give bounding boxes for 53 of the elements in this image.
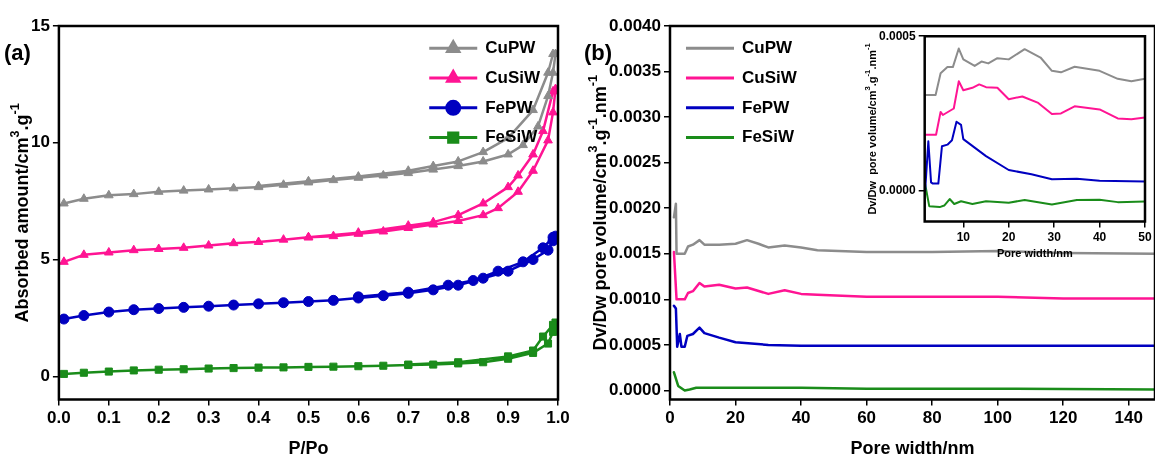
x-tick-label: 120 bbox=[1049, 408, 1078, 428]
x-tick-label: 80 bbox=[922, 408, 942, 428]
x-tick-label: 100 bbox=[983, 408, 1012, 428]
y-tick-label: 0.0030 bbox=[609, 106, 661, 126]
legend-label: CuPW bbox=[485, 38, 537, 57]
y-tick-label: 0.0005 bbox=[609, 334, 661, 354]
x-tick-label: 60 bbox=[857, 408, 877, 428]
legend-label: CuSiW bbox=[742, 67, 798, 87]
legend-label: FeSiW bbox=[742, 127, 795, 147]
y-tick-label: 10 bbox=[30, 132, 50, 152]
x-tick-label: 0.0 bbox=[47, 408, 71, 428]
x-tick-label: 50 bbox=[1138, 230, 1152, 245]
x-axis-title: Pore width/nm bbox=[850, 438, 975, 459]
y-tick-label: 0.0000 bbox=[879, 183, 917, 198]
y-tick-label: 0 bbox=[40, 365, 50, 385]
x-tick-label: 0.9 bbox=[496, 408, 520, 428]
y-axis-title: Dv/Dw pore volume/cm3.g-1.nm-1 bbox=[585, 75, 610, 351]
x-tick-label: 1.0 bbox=[546, 408, 570, 428]
x-tick-label: 0.3 bbox=[196, 408, 221, 428]
x-tick-label: 0.4 bbox=[246, 408, 271, 428]
y-tick-label: 15 bbox=[30, 15, 50, 35]
x-tick-label: 20 bbox=[1002, 230, 1016, 245]
x-tick-label: 40 bbox=[791, 408, 811, 428]
x-tick-label: 0.6 bbox=[346, 408, 371, 428]
y-tick-label: 0.0020 bbox=[609, 197, 661, 217]
y-tick-label: 0.0005 bbox=[879, 28, 917, 43]
x-tick-label: 0.1 bbox=[97, 408, 121, 428]
x-tick-label: 20 bbox=[726, 408, 745, 428]
y-tick-label: 0.0000 bbox=[609, 380, 661, 400]
x-tick-label: 40 bbox=[1092, 230, 1107, 245]
legend-label: CuPW bbox=[742, 38, 793, 57]
x-tick-label: 10 bbox=[956, 230, 971, 245]
x-tick-label: 0.5 bbox=[296, 408, 321, 428]
y-tick-label: 0.0040 bbox=[609, 15, 661, 35]
y-tick-label: 0.0035 bbox=[609, 61, 661, 81]
text: (a) bbox=[4, 40, 31, 66]
legend-label: FePW bbox=[485, 97, 534, 117]
x-axis-title: P/Po bbox=[288, 438, 329, 459]
x-tick-label: 30 bbox=[1047, 230, 1062, 245]
x-tick-label: 0.2 bbox=[146, 408, 171, 428]
x-tick-label: 140 bbox=[1114, 408, 1143, 428]
y-tick-label: 0.0025 bbox=[609, 152, 661, 172]
y-tick-label: 5 bbox=[40, 249, 50, 269]
legend-label: FePW bbox=[742, 97, 791, 117]
x-tick-label: 0 bbox=[665, 408, 675, 428]
x-tick-label: 0.8 bbox=[446, 408, 470, 428]
x-axis-title: Pore width/nm bbox=[996, 247, 1073, 260]
legend-label: CuSiW bbox=[485, 67, 541, 87]
legend-label: FeSiW bbox=[485, 127, 539, 147]
y-axis-title: Absorbed amount/cm3.g-1 bbox=[7, 103, 32, 323]
y-tick-label: 0.0010 bbox=[609, 289, 661, 309]
y-tick-label: 0.0015 bbox=[609, 243, 661, 263]
x-tick-label: 0.7 bbox=[396, 408, 421, 428]
